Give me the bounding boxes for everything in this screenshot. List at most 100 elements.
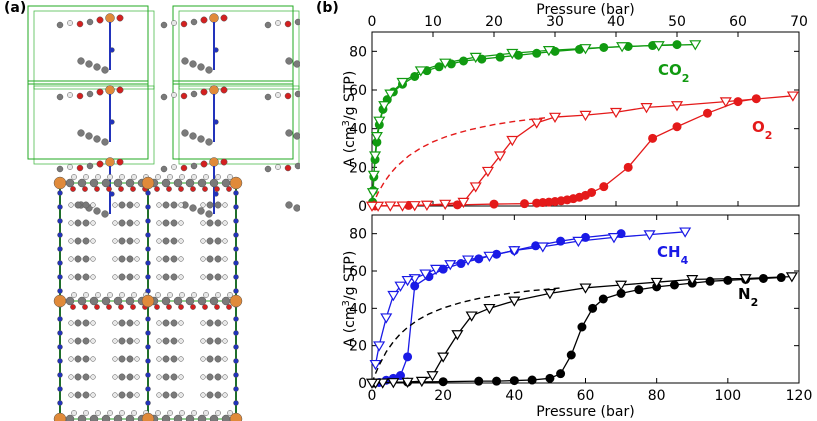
atom bbox=[85, 60, 93, 68]
atom bbox=[178, 274, 184, 280]
atom bbox=[233, 274, 239, 280]
atom bbox=[130, 304, 136, 310]
atom bbox=[145, 344, 151, 350]
atom bbox=[284, 164, 292, 172]
atom bbox=[145, 218, 151, 224]
atom bbox=[126, 201, 134, 209]
atom bbox=[162, 273, 170, 281]
atom bbox=[53, 412, 67, 421]
atom bbox=[197, 135, 205, 143]
desorption-point bbox=[415, 376, 428, 388]
atom bbox=[178, 338, 184, 344]
atom bbox=[214, 219, 222, 227]
x-tick-label: 30 bbox=[546, 14, 564, 30]
atom bbox=[118, 355, 126, 363]
atom bbox=[101, 414, 111, 421]
atom bbox=[126, 237, 134, 245]
atom bbox=[205, 138, 213, 146]
atom bbox=[145, 204, 151, 210]
adsorption-point bbox=[623, 162, 633, 172]
desorption-point bbox=[365, 201, 379, 212]
atom bbox=[112, 202, 118, 208]
desorption-point bbox=[483, 303, 496, 315]
atom bbox=[162, 391, 170, 399]
atom bbox=[189, 60, 197, 68]
atom bbox=[145, 400, 151, 406]
atom bbox=[205, 210, 213, 218]
atom bbox=[112, 256, 118, 262]
atom bbox=[209, 178, 219, 188]
atom bbox=[214, 337, 222, 345]
atom bbox=[206, 391, 214, 399]
series-CO₂ bbox=[366, 40, 702, 207]
atom bbox=[200, 356, 206, 362]
atom bbox=[112, 220, 118, 226]
atom bbox=[185, 414, 195, 421]
desorption-point bbox=[679, 227, 692, 238]
atom bbox=[57, 316, 63, 322]
adsorption-point bbox=[509, 376, 519, 386]
atom bbox=[206, 355, 214, 363]
plot-frame bbox=[371, 31, 800, 207]
atom bbox=[145, 386, 151, 392]
x-tick-label: 70 bbox=[790, 14, 808, 30]
atom bbox=[293, 60, 300, 68]
desorption-point bbox=[444, 260, 457, 271]
desorption-point bbox=[369, 151, 382, 162]
atom bbox=[101, 178, 111, 188]
adsorption-point bbox=[566, 350, 576, 360]
atom bbox=[226, 186, 232, 192]
atom bbox=[68, 238, 74, 244]
atom bbox=[275, 20, 281, 26]
atom bbox=[57, 218, 63, 224]
atom bbox=[180, 20, 188, 28]
atom bbox=[118, 219, 126, 227]
atom bbox=[77, 178, 87, 188]
atom bbox=[57, 260, 63, 266]
atom bbox=[190, 304, 196, 310]
atom bbox=[53, 176, 67, 190]
x-tick-label: 60 bbox=[577, 388, 595, 404]
desorption-point bbox=[384, 89, 397, 100]
desorption-point bbox=[387, 290, 400, 302]
atom bbox=[154, 186, 160, 192]
atom bbox=[226, 304, 232, 310]
atom bbox=[178, 220, 184, 226]
desorption-point bbox=[640, 103, 653, 114]
atom bbox=[145, 232, 151, 238]
atom bbox=[233, 260, 239, 266]
atom bbox=[166, 186, 172, 192]
atom bbox=[214, 304, 220, 310]
atom bbox=[82, 186, 88, 192]
atom bbox=[200, 256, 206, 262]
atom bbox=[222, 202, 228, 208]
atom bbox=[126, 273, 134, 281]
atom bbox=[214, 355, 222, 363]
x-tick-label: 0 bbox=[368, 388, 377, 404]
atom bbox=[107, 292, 113, 298]
atom bbox=[264, 165, 272, 173]
atom bbox=[90, 238, 96, 244]
atom bbox=[190, 186, 196, 192]
atom bbox=[82, 319, 90, 327]
atom bbox=[134, 374, 140, 380]
y-tick-label: 0 bbox=[358, 199, 367, 215]
atom bbox=[285, 201, 293, 209]
adsorption-point bbox=[598, 294, 608, 304]
atom bbox=[189, 204, 197, 212]
adsorption-point bbox=[434, 62, 444, 72]
atom bbox=[294, 18, 300, 26]
series-N₂ bbox=[365, 272, 798, 389]
atom bbox=[90, 356, 96, 362]
desorption-point bbox=[609, 107, 623, 119]
desorption-point bbox=[430, 264, 443, 276]
series-label-O₂: O2 bbox=[752, 118, 772, 142]
adsorption-point bbox=[492, 376, 502, 386]
desorption-point bbox=[365, 378, 379, 389]
atom bbox=[77, 296, 87, 306]
atom bbox=[68, 374, 74, 380]
desorption-point bbox=[465, 311, 478, 322]
atom bbox=[206, 373, 214, 381]
atom bbox=[214, 255, 222, 263]
atom bbox=[191, 410, 197, 416]
